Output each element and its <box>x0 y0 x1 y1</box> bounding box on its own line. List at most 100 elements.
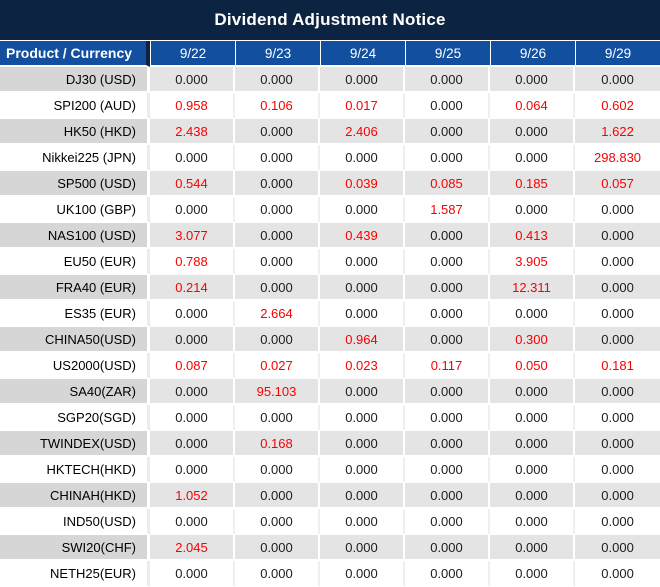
value-cell: 0.439 <box>320 223 405 249</box>
value-cell: 0.023 <box>320 353 405 379</box>
table-row: Nikkei225 (JPN) 0.000 0.000 0.000 0.000 0.000… <box>0 145 660 171</box>
value-cell: 0.000 <box>150 561 235 587</box>
value-cell: 1.622 <box>575 119 660 145</box>
value-cell: 0.027 <box>235 353 320 379</box>
value-cell: 0.000 <box>235 457 320 483</box>
product-label: HKTECH(HKD) <box>0 457 150 483</box>
value-cell: 0.000 <box>150 327 235 353</box>
value-cell: 0.000 <box>235 561 320 587</box>
value-cell: 0.000 <box>320 379 405 405</box>
table-row: SGP20(SGD) 0.000 0.000 0.000 0.000 0.000 0.000 <box>0 405 660 431</box>
value-cell: 0.000 <box>575 483 660 509</box>
table-row: SWI20(CHF) 2.045 0.000 0.000 0.000 0.000 0.000 <box>0 535 660 561</box>
value-cell: 0.039 <box>320 171 405 197</box>
column-header-date: 9/23 <box>235 41 320 67</box>
product-label: UK100 (GBP) <box>0 197 150 223</box>
value-cell: 0.544 <box>150 171 235 197</box>
value-cell: 298.830 <box>575 145 660 171</box>
value-cell: 0.185 <box>490 171 575 197</box>
value-cell: 0.602 <box>575 93 660 119</box>
value-cell: 0.000 <box>405 67 490 93</box>
value-cell: 0.000 <box>235 535 320 561</box>
value-cell: 0.000 <box>235 405 320 431</box>
product-label: HK50 (HKD) <box>0 119 150 145</box>
value-cell: 0.000 <box>575 197 660 223</box>
value-cell: 0.964 <box>320 327 405 353</box>
value-cell: 0.000 <box>575 535 660 561</box>
value-cell: 0.106 <box>235 93 320 119</box>
value-cell: 0.000 <box>490 431 575 457</box>
value-cell: 0.000 <box>235 223 320 249</box>
value-cell: 0.000 <box>405 405 490 431</box>
value-cell: 0.000 <box>405 223 490 249</box>
value-cell: 0.000 <box>235 145 320 171</box>
value-cell: 0.000 <box>150 301 235 327</box>
product-label: SGP20(SGD) <box>0 405 150 431</box>
table-row: ES35 (EUR) 0.000 2.664 0.000 0.000 0.000 0.000 <box>0 301 660 327</box>
value-cell: 0.000 <box>405 119 490 145</box>
value-cell: 0.000 <box>235 327 320 353</box>
product-label: NAS100 (USD) <box>0 223 150 249</box>
value-cell: 0.300 <box>490 327 575 353</box>
value-cell: 0.000 <box>575 431 660 457</box>
value-cell: 0.000 <box>575 223 660 249</box>
value-cell: 0.050 <box>490 353 575 379</box>
table-row: SA40(ZAR) 0.000 95.103 0.000 0.000 0.000 0.000 <box>0 379 660 405</box>
table-row: US2000(USD) 0.087 0.027 0.023 0.117 0.050 0.18… <box>0 353 660 379</box>
value-cell: 0.000 <box>490 457 575 483</box>
value-cell: 0.000 <box>575 405 660 431</box>
value-cell: 0.085 <box>405 171 490 197</box>
value-cell: 0.000 <box>490 405 575 431</box>
value-cell: 0.000 <box>150 67 235 93</box>
value-cell: 0.000 <box>235 197 320 223</box>
column-header-date: 9/24 <box>320 41 405 67</box>
value-cell: 0.000 <box>490 483 575 509</box>
value-cell: 0.000 <box>405 457 490 483</box>
value-cell: 0.057 <box>575 171 660 197</box>
value-cell: 0.000 <box>575 67 660 93</box>
value-cell: 0.000 <box>320 405 405 431</box>
value-cell: 0.000 <box>320 535 405 561</box>
value-cell: 0.000 <box>575 509 660 535</box>
header-row: Product / Currency 9/22 9/23 9/24 9/25 9… <box>0 41 660 67</box>
table-row: CHINAH(HKD) 1.052 0.000 0.000 0.000 0.000 0.00… <box>0 483 660 509</box>
value-cell: 0.181 <box>575 353 660 379</box>
value-cell: 0.000 <box>405 509 490 535</box>
value-cell: 0.000 <box>320 483 405 509</box>
value-cell: 1.587 <box>405 197 490 223</box>
table-row: EU50 (EUR) 0.788 0.000 0.000 0.000 3.905 0.000 <box>0 249 660 275</box>
value-cell: 0.000 <box>575 249 660 275</box>
value-cell: 0.000 <box>320 145 405 171</box>
value-cell: 0.000 <box>490 145 575 171</box>
value-cell: 0.064 <box>490 93 575 119</box>
value-cell: 0.000 <box>235 509 320 535</box>
value-cell: 0.000 <box>575 457 660 483</box>
value-cell: 0.000 <box>320 561 405 587</box>
value-cell: 0.000 <box>150 431 235 457</box>
value-cell: 2.045 <box>150 535 235 561</box>
product-label: ES35 (EUR) <box>0 301 150 327</box>
product-label: DJ30 (USD) <box>0 67 150 93</box>
table-row: SP500 (USD) 0.544 0.000 0.039 0.085 0.185 0.05… <box>0 171 660 197</box>
value-cell: 0.000 <box>575 379 660 405</box>
value-cell: 0.000 <box>405 301 490 327</box>
value-cell: 0.000 <box>320 67 405 93</box>
product-label: NETH25(EUR) <box>0 561 150 587</box>
value-cell: 0.000 <box>150 379 235 405</box>
table-row: SPI200 (AUD) 0.958 0.106 0.017 0.000 0.064 0.6… <box>0 93 660 119</box>
value-cell: 0.000 <box>575 327 660 353</box>
value-cell: 0.000 <box>320 275 405 301</box>
product-label: SPI200 (AUD) <box>0 93 150 119</box>
value-cell: 0.000 <box>235 171 320 197</box>
value-cell: 2.438 <box>150 119 235 145</box>
value-cell: 0.000 <box>490 67 575 93</box>
value-cell: 12.311 <box>490 275 575 301</box>
value-cell: 0.000 <box>235 275 320 301</box>
value-cell: 0.000 <box>575 561 660 587</box>
product-label: Nikkei225 (JPN) <box>0 145 150 171</box>
product-label: EU50 (EUR) <box>0 249 150 275</box>
value-cell: 0.000 <box>320 509 405 535</box>
value-cell: 0.000 <box>150 197 235 223</box>
value-cell: 0.000 <box>320 431 405 457</box>
value-cell: 0.000 <box>490 379 575 405</box>
